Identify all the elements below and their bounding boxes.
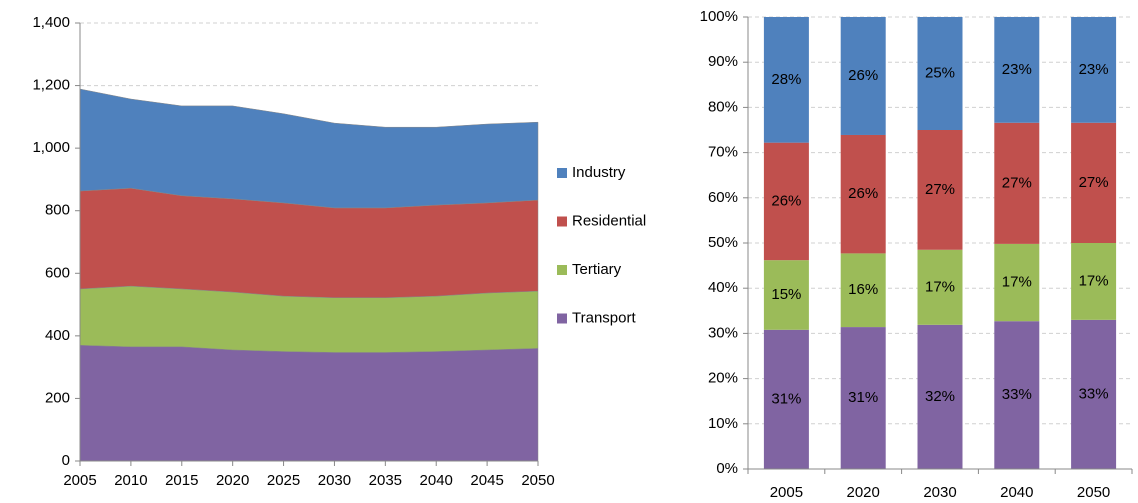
bar-segment — [763, 260, 809, 330]
x-tick-label: 2010 — [114, 472, 147, 489]
y-tick-label: 400 — [45, 327, 70, 344]
y-tick-label: 0% — [716, 460, 738, 477]
bar-segment — [840, 17, 886, 135]
legend-swatch — [557, 168, 567, 178]
x-tick-label: 2040 — [1000, 484, 1033, 501]
y-tick-label: 200 — [45, 389, 70, 406]
data-label: 27% — [1002, 174, 1032, 191]
bar-segment — [840, 327, 886, 469]
data-label: 17% — [1079, 272, 1109, 289]
data-label: 16% — [848, 281, 878, 298]
x-tick-label: 2020 — [847, 484, 880, 501]
x-tick-label: 2030 — [923, 484, 956, 501]
x-tick-label: 2040 — [420, 472, 453, 489]
data-label: 26% — [771, 192, 801, 209]
data-label: 23% — [1079, 61, 1109, 78]
data-label: 15% — [771, 286, 801, 303]
data-label: 26% — [848, 67, 878, 84]
bar-segment — [994, 122, 1040, 244]
data-label: 27% — [1079, 174, 1109, 191]
legend-label: Industry — [572, 164, 626, 181]
x-tick-label: 2025 — [267, 472, 300, 489]
data-label: 25% — [925, 64, 955, 81]
bar-segment — [763, 329, 809, 469]
bar-segment — [917, 17, 963, 130]
y-tick-label: 40% — [708, 279, 738, 296]
bar-segment — [994, 243, 1040, 322]
x-tick-label: 2035 — [369, 472, 402, 489]
legend-label: Transport — [572, 309, 636, 326]
y-tick-label: 30% — [708, 324, 738, 341]
data-label: 27% — [925, 181, 955, 198]
bar-segment — [1071, 17, 1117, 123]
y-tick-label: 1,400 — [32, 14, 70, 31]
y-tick-label: 600 — [45, 264, 70, 281]
x-tick-label: 2005 — [63, 472, 96, 489]
legend-swatch — [557, 265, 567, 275]
bar-segment — [763, 17, 809, 143]
y-tick-label: 100% — [700, 8, 738, 25]
data-label: 32% — [925, 388, 955, 405]
y-tick-label: 90% — [708, 53, 738, 70]
data-label: 23% — [1002, 61, 1032, 78]
x-tick-label: 2030 — [318, 472, 351, 489]
x-tick-label: 2015 — [165, 472, 198, 489]
y-tick-label: 20% — [708, 370, 738, 387]
data-label: 31% — [848, 389, 878, 406]
y-tick-label: 0 — [62, 452, 70, 469]
data-label: 33% — [1079, 385, 1109, 402]
legend-label: Residential — [572, 212, 646, 229]
x-tick-label: 2045 — [470, 472, 503, 489]
area — [79, 88, 539, 209]
y-tick-label: 1,000 — [32, 139, 70, 156]
y-tick-label: 10% — [708, 415, 738, 432]
bar-segment — [763, 142, 809, 261]
bar-segment — [1071, 122, 1117, 243]
bar-segment — [994, 17, 1040, 123]
data-label: 17% — [1002, 274, 1032, 291]
area — [79, 344, 539, 462]
bar-segment — [1071, 319, 1117, 469]
y-tick-label: 50% — [708, 234, 738, 251]
data-label: 31% — [771, 390, 801, 407]
data-label: 17% — [925, 278, 955, 295]
y-tick-label: 60% — [708, 189, 738, 206]
bar-segment — [840, 134, 886, 254]
data-label: 26% — [848, 185, 878, 202]
data-label: 28% — [771, 71, 801, 88]
bar-segment — [917, 249, 963, 325]
bar-segment — [917, 324, 963, 469]
x-tick-label: 2050 — [521, 472, 554, 489]
y-tick-label: 80% — [708, 98, 738, 115]
legend-swatch — [557, 216, 567, 227]
bar-segment — [994, 321, 1040, 469]
x-tick-label: 2020 — [216, 472, 249, 489]
x-tick-label: 2050 — [1077, 484, 1110, 501]
bar-segment — [840, 253, 886, 328]
bar-segment — [1071, 243, 1117, 320]
legend-swatch — [557, 313, 567, 324]
y-tick-label: 1,200 — [32, 77, 70, 94]
y-tick-label: 800 — [45, 202, 70, 219]
x-tick-label: 2005 — [770, 484, 803, 501]
data-label: 33% — [1002, 386, 1032, 403]
y-tick-label: 70% — [708, 144, 738, 161]
legend-label: Tertiary — [572, 261, 622, 278]
bar-segment — [917, 130, 963, 250]
